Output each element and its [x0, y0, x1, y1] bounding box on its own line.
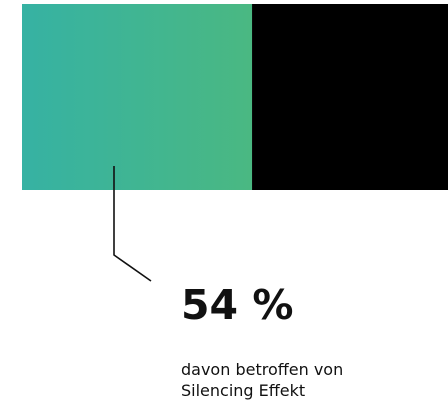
- bar-segment-remainder: [252, 4, 448, 190]
- stat-value: 54 %: [181, 281, 294, 329]
- bar-segment-highlight: [22, 4, 253, 190]
- stat-caption-line-2: Silencing Effekt: [181, 381, 306, 400]
- leader-line: [113, 166, 152, 282]
- stat-caption-line-1: davon betroffen von: [181, 360, 344, 379]
- stat-caption: davon betroffen von Silencing Effekt: [181, 359, 421, 401]
